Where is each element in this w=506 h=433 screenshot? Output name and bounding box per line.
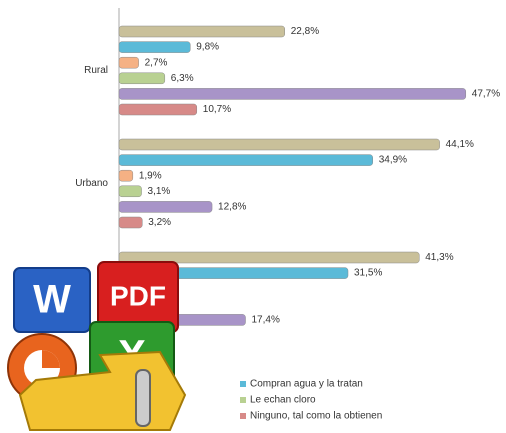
bar bbox=[119, 104, 197, 115]
bar bbox=[119, 217, 142, 228]
data-label: 6,3% bbox=[171, 73, 194, 84]
data-label: 3,2% bbox=[148, 217, 171, 228]
data-label: 17,4% bbox=[251, 315, 279, 326]
legend-label: Ninguno, tal como la obtienen bbox=[250, 411, 382, 422]
data-label: 22,8% bbox=[291, 26, 319, 37]
legend: Compran agua y la tratan Le echan cloro Ni… bbox=[240, 379, 382, 422]
data-label: 47,7% bbox=[472, 89, 500, 100]
data-label: 34,9% bbox=[379, 155, 407, 166]
data-label: 44,1% bbox=[446, 139, 474, 150]
bar bbox=[119, 155, 373, 166]
data-label: 2,7% bbox=[145, 57, 168, 68]
bar bbox=[119, 73, 165, 84]
data-label: 1,9% bbox=[139, 170, 162, 181]
legend-swatch bbox=[240, 397, 246, 403]
category-label: Rural bbox=[84, 65, 108, 76]
legend-label: Le echan cloro bbox=[250, 395, 316, 406]
data-label: 3,1% bbox=[148, 186, 171, 197]
bar bbox=[119, 26, 285, 37]
bar bbox=[119, 88, 466, 99]
data-label: 41,3% bbox=[425, 252, 453, 263]
data-label: 10,7% bbox=[203, 104, 231, 115]
chart: Rural 22,8% 9,8% 2,7%6,3% 47,7% 10,7% Urbano 44… bbox=[0, 0, 506, 433]
bar bbox=[119, 139, 440, 150]
bar bbox=[119, 42, 190, 53]
legend-swatch bbox=[240, 381, 246, 387]
bar bbox=[119, 170, 133, 181]
bar bbox=[119, 201, 212, 212]
office-icon: W PDF X bbox=[8, 262, 185, 430]
category-label: Urbano bbox=[75, 178, 108, 189]
data-label: 12,8% bbox=[218, 202, 246, 213]
bar bbox=[119, 186, 142, 197]
data-label: 9,8% bbox=[196, 42, 219, 53]
data-label: 31,5% bbox=[354, 268, 382, 279]
legend-swatch bbox=[240, 413, 246, 419]
svg-text:PDF: PDF bbox=[110, 280, 166, 311]
svg-text:W: W bbox=[33, 278, 71, 322]
bar bbox=[119, 57, 139, 68]
legend-label: Compran agua y la tratan bbox=[250, 379, 363, 390]
